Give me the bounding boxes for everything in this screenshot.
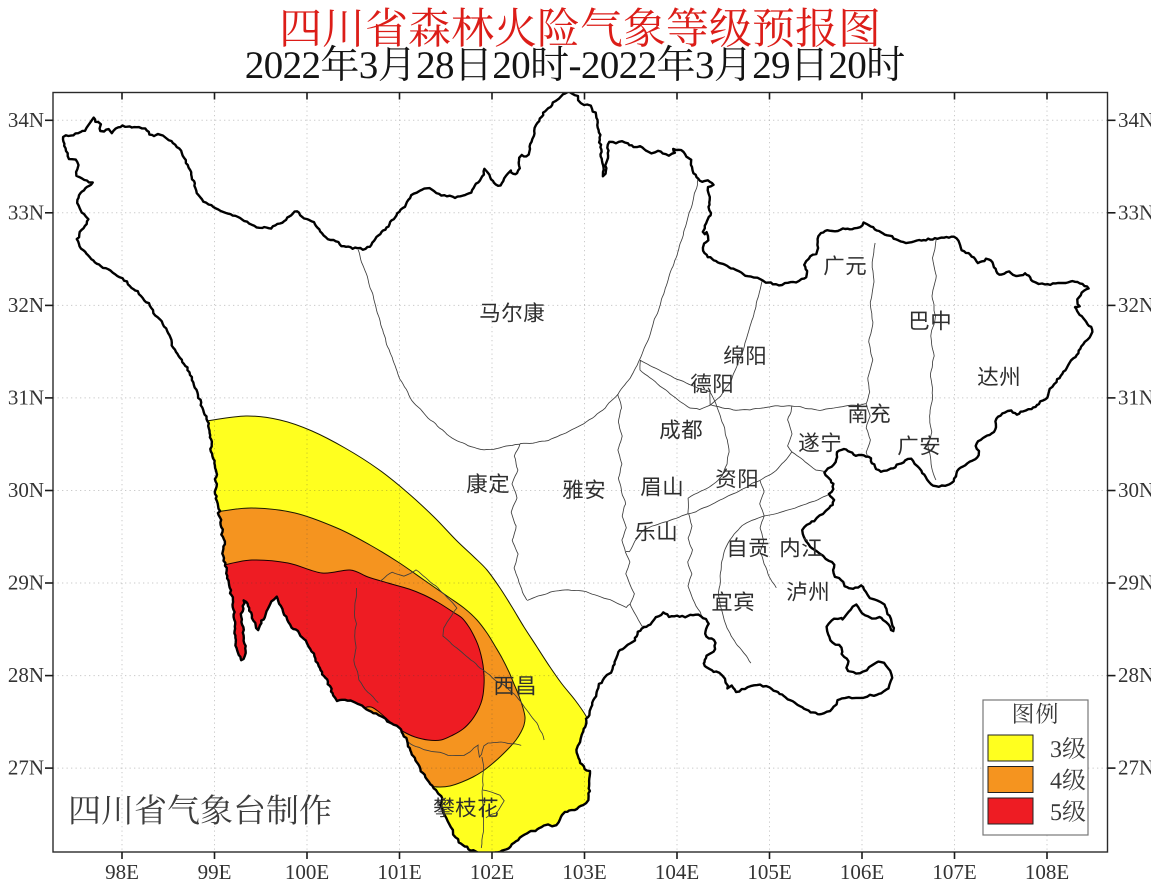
svg-text:106E: 106E bbox=[840, 860, 884, 884]
svg-text:27N: 27N bbox=[1118, 756, 1151, 780]
svg-text:29N: 29N bbox=[8, 571, 44, 595]
svg-text:28N: 28N bbox=[8, 663, 44, 687]
svg-text:99E: 99E bbox=[198, 860, 232, 884]
svg-text:101E: 101E bbox=[377, 860, 421, 884]
svg-text:100E: 100E bbox=[285, 860, 329, 884]
svg-text:28N: 28N bbox=[1118, 663, 1151, 687]
svg-text:104E: 104E bbox=[655, 860, 699, 884]
svg-text:103E: 103E bbox=[562, 860, 606, 884]
svg-text:102E: 102E bbox=[470, 860, 514, 884]
svg-text:31N: 31N bbox=[1118, 385, 1151, 409]
svg-text:33N: 33N bbox=[8, 200, 44, 224]
svg-text:29N: 29N bbox=[1118, 571, 1151, 595]
svg-text:32N: 32N bbox=[8, 293, 44, 317]
svg-text:27N: 27N bbox=[8, 756, 44, 780]
svg-text:105E: 105E bbox=[747, 860, 791, 884]
svg-text:31N: 31N bbox=[8, 385, 44, 409]
svg-text:33N: 33N bbox=[1118, 200, 1151, 224]
svg-text:34N: 34N bbox=[8, 108, 44, 132]
svg-text:34N: 34N bbox=[1118, 108, 1151, 132]
svg-text:32N: 32N bbox=[1118, 293, 1151, 317]
svg-text:107E: 107E bbox=[932, 860, 976, 884]
svg-text:108E: 108E bbox=[1025, 860, 1069, 884]
svg-text:30N: 30N bbox=[1118, 478, 1151, 502]
svg-text:30N: 30N bbox=[8, 478, 44, 502]
svg-text:98E: 98E bbox=[105, 860, 139, 884]
